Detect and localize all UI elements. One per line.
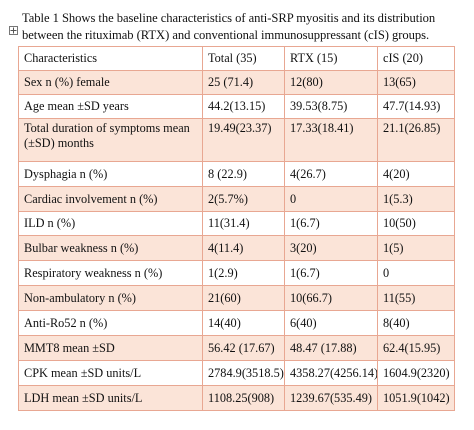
row-label: Respiratory weakness n (%) [18, 260, 203, 286]
cell-rtx: 1(6.7) [284, 260, 378, 286]
row-label: Non-ambulatory n (%) [18, 285, 203, 311]
cell-total: 8 (22.9) [202, 161, 285, 187]
row-label: Total duration of symptoms mean (±SD) mo… [18, 118, 203, 162]
header-total: Total (35) [202, 46, 285, 71]
cell-rtx: 6(40) [284, 310, 378, 336]
table-row: MMT8 mean ±SD 56.42 (17.67) 48.47 (17.88… [18, 335, 455, 361]
cell-total: 4(11.4) [202, 235, 285, 261]
cell-rtx: 1239.67(535.49) [284, 385, 378, 411]
table-row: LDH mean ±SD units/L 1108.25(908) 1239.6… [18, 385, 455, 411]
cell-total: 2(5.7%) [202, 186, 285, 212]
row-label: MMT8 mean ±SD [18, 335, 203, 361]
cell-total: 19.49(23.37) [202, 118, 285, 162]
cell-cis: 10(50) [377, 211, 455, 236]
table-row: Sex n (%) female 25 (71.4) 12(80) 13(65) [18, 70, 455, 95]
cell-total: 2784.9(3518.5) [202, 360, 285, 386]
row-label: CPK mean ±SD units/L [18, 360, 203, 386]
table-row: Total duration of symptoms mean (±SD) mo… [18, 118, 455, 162]
header-cis: cIS (20) [377, 46, 455, 71]
cell-rtx: 1(6.7) [284, 211, 378, 236]
cell-total: 21(60) [202, 285, 285, 311]
cell-cis: 1(5) [377, 235, 455, 261]
table-row: CPK mean ±SD units/L 2784.9(3518.5) 4358… [18, 360, 455, 386]
cell-cis: 13(65) [377, 70, 455, 95]
cell-cis: 8(40) [377, 310, 455, 336]
row-label: LDH mean ±SD units/L [18, 385, 203, 411]
cell-cis: 11(55) [377, 285, 455, 311]
move-cross-icon[interactable] [9, 26, 18, 35]
cell-cis: 47.7(14.93) [377, 94, 455, 119]
cell-total: 14(40) [202, 310, 285, 336]
cell-rtx: 0 [284, 186, 378, 212]
cell-rtx: 39.53(8.75) [284, 94, 378, 119]
cell-rtx: 4(26.7) [284, 161, 378, 187]
cell-total: 44.2(13.15) [202, 94, 285, 119]
baseline-characteristics-table: Characteristics Total (35) RTX (15) cIS … [18, 46, 455, 411]
table-row: Age mean ±SD years 44.2(13.15) 39.53(8.7… [18, 94, 455, 119]
header-rtx: RTX (15) [284, 46, 378, 71]
row-label: Sex n (%) female [18, 70, 203, 95]
cell-rtx: 17.33(18.41) [284, 118, 378, 162]
cell-rtx: 12(80) [284, 70, 378, 95]
row-label: ILD n (%) [18, 211, 203, 236]
table-row: ILD n (%) 11(31.4) 1(6.7) 10(50) [18, 211, 455, 236]
cell-cis: 1604.9(2320) [377, 360, 455, 386]
cell-cis: 0 [377, 260, 455, 286]
cell-total: 25 (71.4) [202, 70, 285, 95]
table-header-row: Characteristics Total (35) RTX (15) cIS … [18, 46, 455, 71]
cell-total: 56.42 (17.67) [202, 335, 285, 361]
cell-total: 1(2.9) [202, 260, 285, 286]
table-row: Respiratory weakness n (%) 1(2.9) 1(6.7)… [18, 260, 455, 286]
table-row: Bulbar weakness n (%) 4(11.4) 3(20) 1(5) [18, 235, 455, 261]
row-label: Age mean ±SD years [18, 94, 203, 119]
row-label: Anti-Ro52 n (%) [18, 310, 203, 336]
cell-rtx: 10(66.7) [284, 285, 378, 311]
cell-cis: 1(5.3) [377, 186, 455, 212]
cell-cis: 1051.9(1042) [377, 385, 455, 411]
cell-cis: 4(20) [377, 161, 455, 187]
table-row: Anti-Ro52 n (%) 14(40) 6(40) 8(40) [18, 310, 455, 336]
table-caption: Table 1 Shows the baseline characteristi… [22, 11, 436, 42]
table-row: Dysphagia n (%) 8 (22.9) 4(26.7) 4(20) [18, 161, 455, 187]
cell-rtx: 48.47 (17.88) [284, 335, 378, 361]
cell-rtx: 3(20) [284, 235, 378, 261]
cell-rtx: 4358.27(4256.14) [284, 360, 378, 386]
cell-total: 11(31.4) [202, 211, 285, 236]
cell-cis: 21.1(26.85) [377, 118, 455, 162]
table-row: Cardiac involvement n (%) 2(5.7%) 0 1(5.… [18, 186, 455, 212]
header-characteristics: Characteristics [18, 46, 203, 71]
cell-total: 1108.25(908) [202, 385, 285, 411]
table-row: Non-ambulatory n (%) 21(60) 10(66.7) 11(… [18, 285, 455, 311]
cell-cis: 62.4(15.95) [377, 335, 455, 361]
row-label: Bulbar weakness n (%) [18, 235, 203, 261]
row-label: Dysphagia n (%) [18, 161, 203, 187]
row-label: Cardiac involvement n (%) [18, 186, 203, 212]
